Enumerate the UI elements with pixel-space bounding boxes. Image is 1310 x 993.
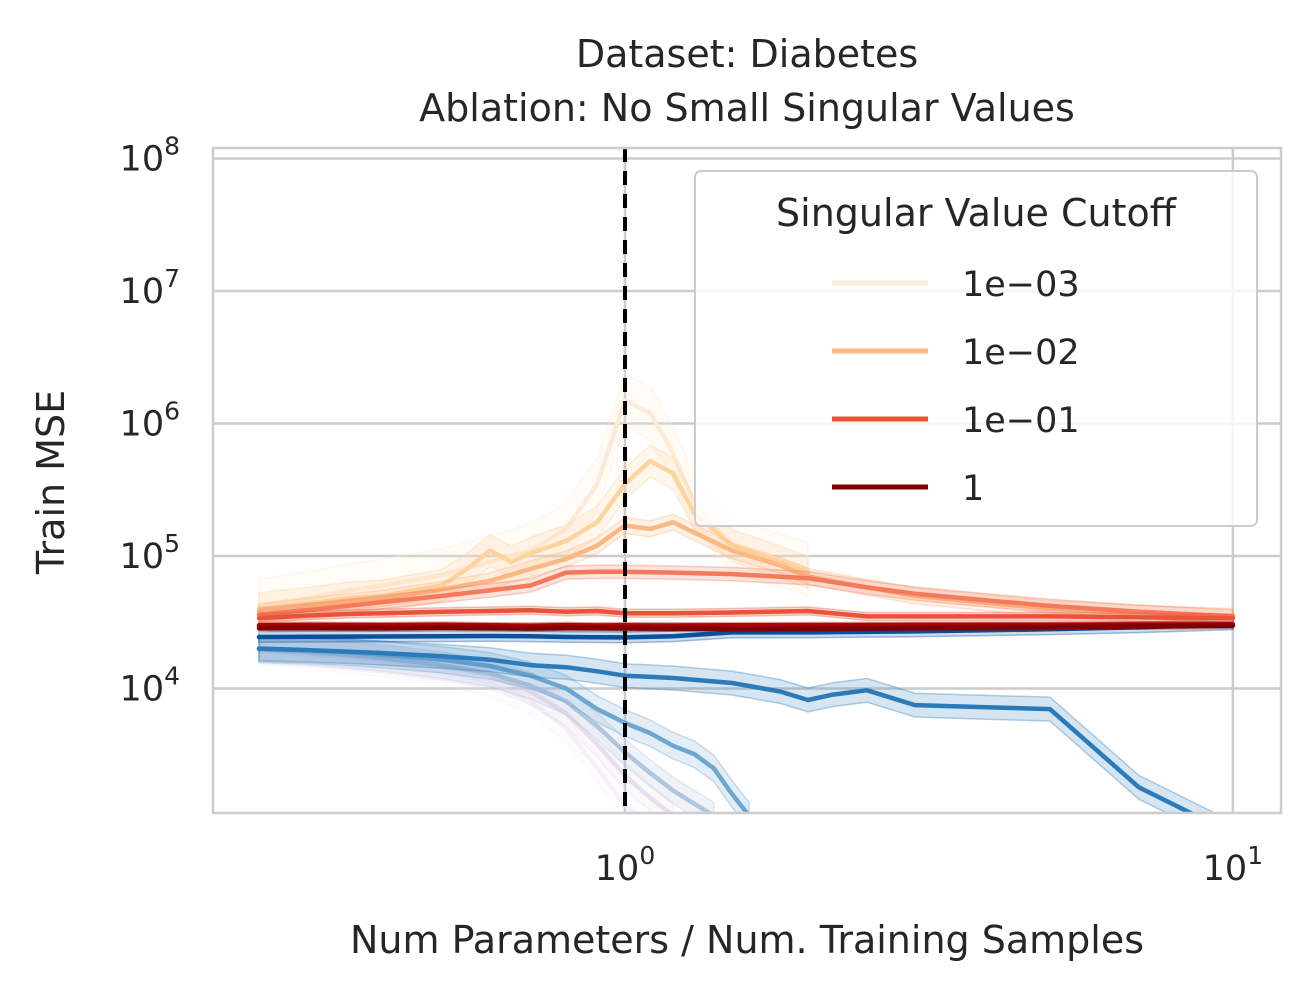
series-band xyxy=(258,635,1217,813)
y-tick-labels: 104 105 106 107 108 xyxy=(120,131,180,709)
series-line xyxy=(256,519,1236,619)
series-line xyxy=(256,623,1236,632)
legend-label: 1 xyxy=(962,469,984,509)
series-line xyxy=(256,622,1236,640)
series-band xyxy=(258,372,809,634)
x-tick-label: 100 xyxy=(595,841,655,889)
y-tick-label: 105 xyxy=(120,529,180,577)
series-line xyxy=(256,649,639,813)
legend-label: 1e−01 xyxy=(962,401,1080,441)
legend-label: 1e−02 xyxy=(962,333,1080,373)
series-line xyxy=(256,607,1236,621)
y-tick-label: 104 xyxy=(120,662,180,710)
y-tick-label: 107 xyxy=(120,264,180,312)
series-4 xyxy=(256,635,1217,813)
series-12 xyxy=(256,622,1236,633)
series-layer xyxy=(256,372,1236,813)
legend-title: Singular Value Cutoff xyxy=(776,191,1177,235)
chart-title-line2: Ablation: No Small Singular Values xyxy=(419,86,1075,130)
y-tick-label: 108 xyxy=(120,131,180,179)
series-6 xyxy=(256,372,811,634)
series-line xyxy=(256,397,811,609)
series-line xyxy=(256,646,714,813)
series-line xyxy=(256,646,1196,813)
y-tick-label: 106 xyxy=(120,397,180,445)
x-axis-label: Num Parameters / Num. Training Samples xyxy=(350,918,1144,962)
legend-frame xyxy=(694,170,1258,527)
y-axis-label: Train MSE xyxy=(29,390,73,575)
chart-title-line1: Dataset: Diabetes xyxy=(576,32,918,76)
x-tick-labels: 100 101 xyxy=(595,841,1263,889)
legend-label: 1e−03 xyxy=(962,265,1080,305)
plot-frame xyxy=(211,146,1283,815)
series-line xyxy=(256,622,1236,628)
x-tick-label: 101 xyxy=(1203,841,1263,889)
legend: Singular Value Cutoff 1e−03 1e−02 1e−01 1 xyxy=(694,170,1258,527)
series-10 xyxy=(256,605,1236,623)
